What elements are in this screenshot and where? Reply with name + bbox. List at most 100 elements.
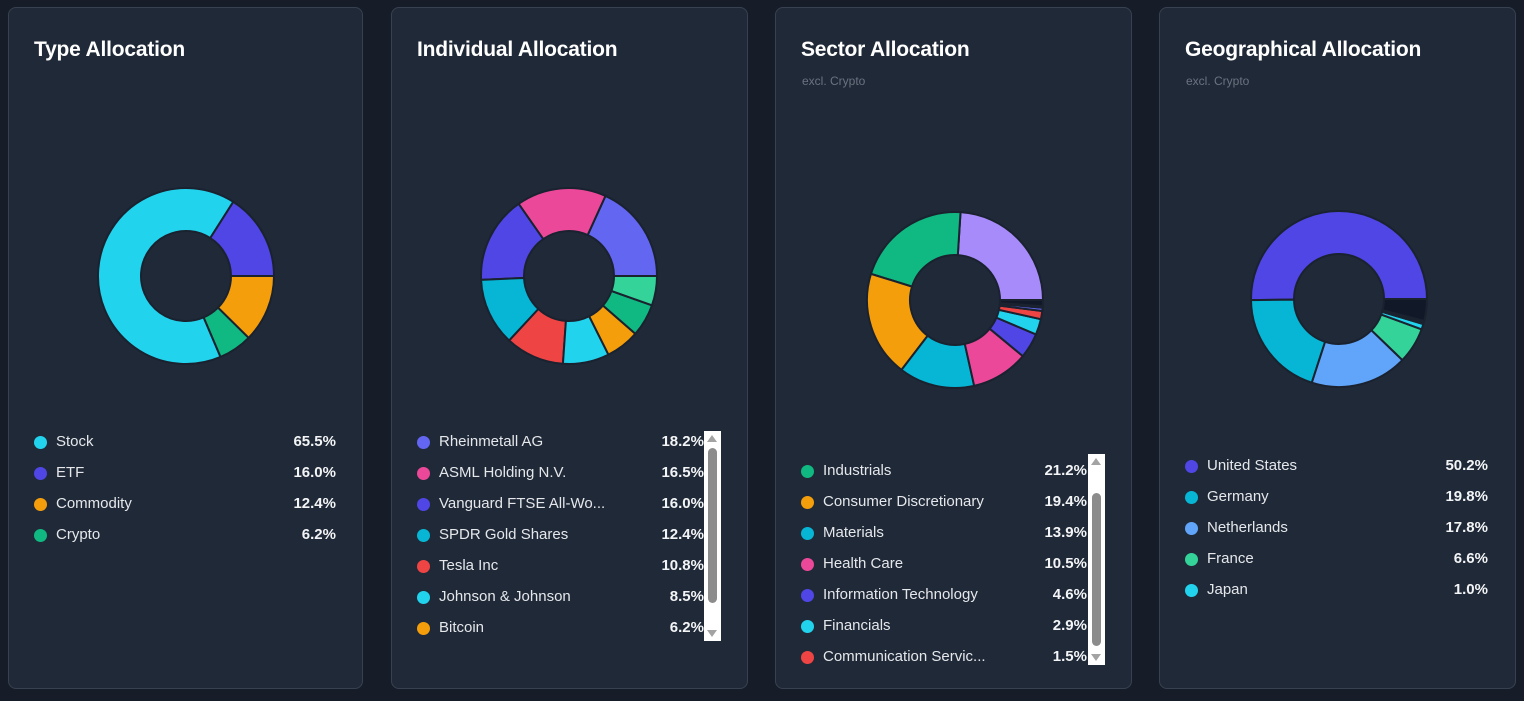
scroll-up-arrow-icon[interactable] — [1091, 458, 1101, 465]
sector-legend: Industrials 21.2% Consumer Discretionary 19… — [801, 462, 1087, 679]
sector-legend-scrollbar[interactable] — [1088, 454, 1105, 665]
legend-label: Tesla Inc — [439, 557, 499, 574]
sector-allocation-card: Sector Allocation excl. Crypto Industria… — [775, 7, 1132, 689]
legend-item[interactable]: Bitcoin 6.2% — [417, 619, 704, 650]
donut-slice[interactable] — [1250, 210, 1429, 302]
legend-label: Information Technology — [823, 586, 978, 603]
individual-allocation-donut — [480, 187, 659, 365]
legend-value: 12.4% — [293, 495, 336, 512]
legend-item[interactable]: France 6.6% — [1185, 550, 1488, 581]
legend-label: Bitcoin — [439, 619, 485, 636]
legend-label: ASML Holding N.V. — [439, 464, 567, 481]
legend-item[interactable]: Information Technology 4.6% — [801, 586, 1087, 617]
scroll-down-arrow-icon[interactable] — [707, 630, 717, 637]
legend-dot-icon — [417, 467, 430, 480]
type-legend: Stock 65.5% ETF 16.0% Commodity 12.4% Crypto 6.… — [34, 433, 336, 557]
legend-value: 19.4% — [1044, 493, 1087, 510]
legend-label: Crypto — [56, 526, 101, 543]
scroll-thumb[interactable] — [708, 448, 717, 603]
legend-item[interactable]: Commodity 12.4% — [34, 495, 336, 526]
legend-dot-icon — [801, 496, 814, 509]
legend-dot-icon — [1185, 584, 1198, 597]
legend-label: Consumer Discretionary — [823, 493, 984, 510]
legend-item[interactable]: Japan 1.0% — [1185, 581, 1488, 612]
legend-item[interactable]: Stock 65.5% — [34, 433, 336, 464]
type-allocation-card: Type Allocation Stock 65.5% ETF 16.0% Commod… — [8, 7, 363, 689]
legend-label: Industrials — [823, 462, 892, 479]
legend-item[interactable]: ETF 16.0% — [34, 464, 336, 495]
geographical-legend: United States 50.2% Germany 19.8% Netherland… — [1185, 457, 1488, 612]
donut-slice[interactable] — [216, 275, 276, 340]
legend-value: 18.2% — [661, 433, 704, 450]
donut-slice[interactable] — [1249, 298, 1327, 384]
legend-item[interactable]: Industrials 21.2% — [801, 462, 1087, 493]
legend-dot-icon — [34, 529, 47, 542]
legend-item[interactable]: Tesla Inc 10.8% — [417, 557, 704, 588]
donut-slice[interactable] — [610, 275, 659, 307]
legend-value: 13.9% — [1044, 524, 1087, 541]
legend-label: Rheinmetall AG — [439, 433, 544, 450]
donut-slice[interactable] — [956, 211, 1045, 301]
legend-label: Johnson & Johnson — [439, 588, 571, 605]
donut-slice[interactable] — [869, 211, 962, 288]
card-subtitle: excl. Crypto — [802, 74, 866, 88]
legend-item[interactable]: Crypto 6.2% — [34, 526, 336, 557]
legend-dot-icon — [34, 467, 47, 480]
donut-slice[interactable] — [97, 187, 235, 365]
legend-value: 16.5% — [661, 464, 704, 481]
legend-value: 65.5% — [293, 433, 336, 450]
sector-allocation-donut — [866, 211, 1045, 389]
legend-label: SPDR Gold Shares — [439, 526, 569, 543]
legend-dot-icon — [801, 651, 814, 664]
legend-item[interactable]: Rheinmetall AG 18.2% — [417, 433, 704, 464]
legend-value: 8.5% — [669, 588, 704, 605]
scroll-up-arrow-icon[interactable] — [707, 435, 717, 442]
legend-label: Financials — [823, 617, 891, 634]
legend-value: 4.6% — [1052, 586, 1087, 603]
legend-value: 10.5% — [1044, 555, 1087, 572]
type-allocation-donut — [97, 187, 276, 365]
scroll-thumb[interactable] — [1092, 493, 1101, 646]
legend-value: 19.8% — [1445, 488, 1488, 505]
legend-value: 2.9% — [1052, 617, 1087, 634]
legend-item[interactable]: Germany 19.8% — [1185, 488, 1488, 519]
legend-item[interactable]: United States 50.2% — [1185, 457, 1488, 488]
legend-item[interactable]: Johnson & Johnson 8.5% — [417, 588, 704, 619]
legend-item[interactable]: Consumer Discretionary 19.4% — [801, 493, 1087, 524]
legend-label: Germany — [1207, 488, 1269, 505]
legend-value: 1.0% — [1453, 581, 1488, 598]
legend-dot-icon — [34, 498, 47, 511]
legend-item[interactable]: ASML Holding N.V. 16.5% — [417, 464, 704, 495]
legend-value: 50.2% — [1445, 457, 1488, 474]
legend-dot-icon — [417, 560, 430, 573]
legend-label: Materials — [823, 524, 884, 541]
legend-label: France — [1207, 550, 1254, 567]
legend-item[interactable]: Health Care 10.5% — [801, 555, 1087, 586]
legend-item[interactable]: SPDR Gold Shares 12.4% — [417, 526, 704, 557]
scroll-down-arrow-icon[interactable] — [1091, 654, 1101, 661]
individual-legend-scrollbar[interactable] — [704, 431, 721, 641]
geographical-allocation-card: Geographical Allocation excl. Crypto Uni… — [1159, 7, 1516, 689]
legend-value: 12.4% — [661, 526, 704, 543]
legend-label: Stock — [56, 433, 94, 450]
card-title: Sector Allocation — [801, 38, 970, 61]
legend-dot-icon — [417, 622, 430, 635]
legend-dot-icon — [417, 529, 430, 542]
legend-item[interactable]: Netherlands 17.8% — [1185, 519, 1488, 550]
legend-label: United States — [1207, 457, 1298, 474]
legend-item[interactable]: Materials 13.9% — [801, 524, 1087, 555]
legend-dot-icon — [417, 436, 430, 449]
donut-slice[interactable] — [1381, 298, 1429, 323]
card-title: Individual Allocation — [417, 38, 618, 61]
card-subtitle: excl. Crypto — [1186, 74, 1250, 88]
legend-value: 10.8% — [661, 557, 704, 574]
legend-value: 17.8% — [1445, 519, 1488, 536]
legend-item[interactable]: Communication Servic... 1.5% — [801, 648, 1087, 679]
legend-item[interactable]: Vanguard FTSE All-Wo... 16.0% — [417, 495, 704, 526]
card-title: Type Allocation — [34, 38, 186, 61]
legend-value: 21.2% — [1044, 462, 1087, 479]
legend-value: 6.6% — [1453, 550, 1488, 567]
individual-allocation-card: Individual Allocation Rheinmetall AG 18.2… — [391, 7, 748, 689]
legend-item[interactable]: Financials 2.9% — [801, 617, 1087, 648]
donut-slice[interactable] — [998, 299, 1045, 308]
